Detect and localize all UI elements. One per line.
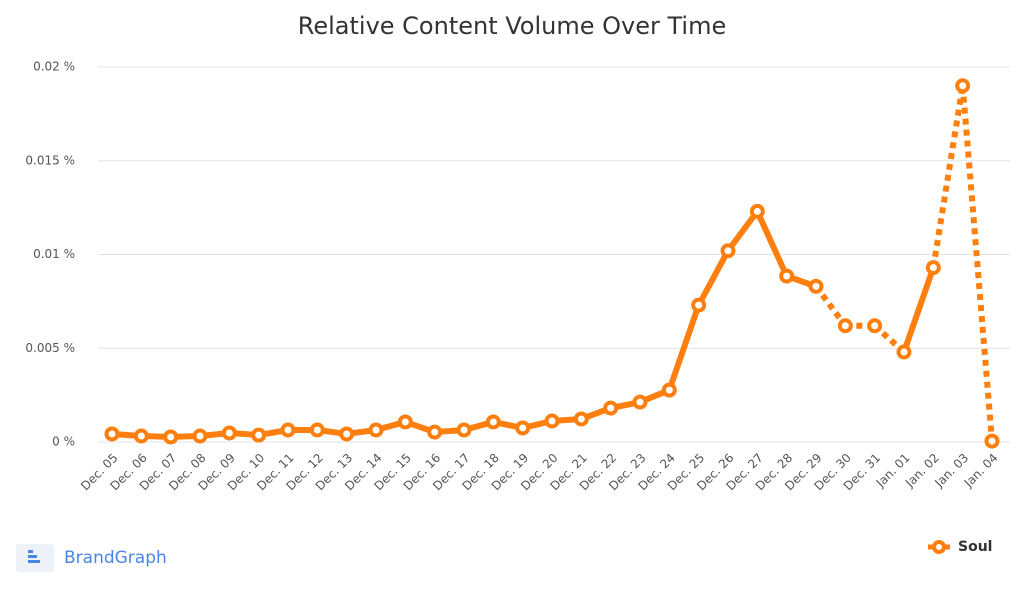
legend-marker xyxy=(932,540,946,554)
data-point xyxy=(280,422,296,438)
data-point xyxy=(603,400,619,416)
data-point xyxy=(896,344,912,360)
line-segment xyxy=(754,210,790,278)
data-point xyxy=(661,382,677,398)
data-point xyxy=(925,260,941,276)
data-point xyxy=(309,422,325,438)
y-tick-label: 0.015 % xyxy=(25,153,75,167)
line-segment xyxy=(696,249,731,307)
line-segment xyxy=(959,85,995,442)
line-segment xyxy=(930,85,966,269)
line-segment xyxy=(901,266,937,353)
logo-bar xyxy=(28,560,40,563)
data-point xyxy=(163,429,179,445)
y-tick-label: 0.01 % xyxy=(33,247,75,261)
data-point xyxy=(397,414,413,430)
data-point xyxy=(632,394,648,410)
data-point xyxy=(456,422,472,438)
data-point xyxy=(133,428,149,444)
brand-name: BrandGraph xyxy=(64,548,167,568)
logo-bar xyxy=(28,550,33,553)
data-point xyxy=(339,426,355,442)
data-point xyxy=(808,278,824,294)
data-point xyxy=(867,318,883,334)
y-tick-label: 0.005 % xyxy=(25,341,75,355)
data-point xyxy=(192,428,208,444)
line-segment xyxy=(666,304,702,392)
data-point xyxy=(984,433,1000,449)
data-point xyxy=(544,413,560,429)
data-point xyxy=(485,414,501,430)
data-point xyxy=(955,78,971,94)
data-point xyxy=(427,424,443,440)
data-point xyxy=(691,297,707,313)
data-point xyxy=(251,427,267,443)
line-segment xyxy=(725,209,760,253)
data-point xyxy=(104,426,120,442)
logo-bar xyxy=(28,555,37,558)
legend-label: Soul xyxy=(958,539,992,555)
y-tick-label: 0 % xyxy=(52,435,75,449)
data-point xyxy=(779,268,795,284)
data-point xyxy=(368,422,384,438)
chart-title: Relative Content Volume Over Time xyxy=(298,12,726,40)
data-point xyxy=(515,420,531,436)
data-point xyxy=(749,203,765,219)
data-point xyxy=(837,318,853,334)
line-segment xyxy=(813,284,848,328)
data-point xyxy=(720,243,736,259)
y-tick-label: 0.02 % xyxy=(33,60,75,74)
brand-logo xyxy=(16,544,54,572)
data-point xyxy=(221,425,237,441)
data-point xyxy=(573,411,589,427)
